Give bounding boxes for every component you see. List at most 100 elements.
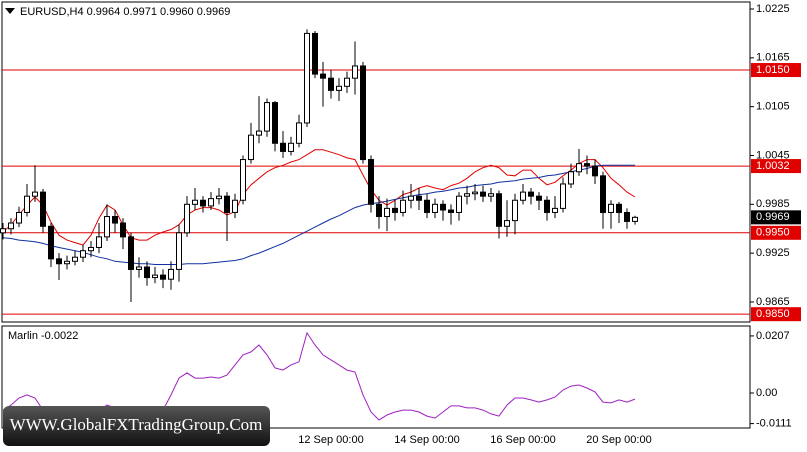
candle-body: [152, 274, 158, 279]
candle-body: [280, 142, 286, 152]
candle-body: [208, 198, 214, 207]
candle-body: [56, 258, 62, 265]
y-tick-label: 1.0105: [756, 101, 790, 113]
candle-body: [184, 203, 190, 234]
candle-body: [112, 216, 118, 224]
candle-body: [632, 216, 638, 222]
candle-body: [216, 195, 222, 200]
dropdown-icon[interactable]: [5, 8, 15, 14]
candle-body: [344, 77, 350, 87]
level-label: 1.0150: [756, 64, 790, 76]
candle-body: [96, 236, 102, 248]
candle-body: [40, 191, 46, 227]
level-label: 0.9950: [756, 227, 790, 239]
y-tick-label: 1.0225: [756, 3, 790, 15]
candle-body: [120, 222, 126, 238]
candle-body: [432, 203, 438, 213]
candle-body: [144, 266, 150, 279]
candle-body: [488, 193, 494, 197]
candle-body: [608, 203, 614, 213]
level-label: 1.0032: [756, 160, 790, 172]
level-label-box: [751, 63, 801, 78]
x-tick-label: 12 Sep 00:00: [298, 434, 363, 446]
candle-body: [528, 191, 534, 197]
level-label-box: [751, 307, 801, 322]
candle-body: [16, 211, 22, 224]
level-label: 0.9850: [756, 308, 790, 320]
price-label: 0.9969: [756, 211, 790, 223]
y-tick-label: 1.0045: [756, 149, 790, 161]
candle-body: [392, 207, 398, 213]
series-line: [2, 164, 635, 265]
candle-body: [296, 122, 302, 144]
candle-body: [464, 193, 470, 197]
y-tick-label: 0.9865: [756, 296, 790, 308]
candle-body: [536, 195, 542, 201]
candle-body: [232, 199, 238, 213]
candle-body: [8, 222, 14, 230]
candle-body: [560, 183, 566, 209]
x-tick-label: 20 Sep 00:00: [586, 434, 651, 446]
candle-body: [80, 250, 86, 258]
candle-body: [352, 65, 358, 79]
watermark: WWW.GlobalFXTradingGroup.Com: [3, 406, 270, 446]
candle-body: [616, 203, 622, 213]
candle-body: [416, 195, 422, 201]
level-label-box: [751, 225, 801, 240]
candle-body: [192, 199, 198, 205]
candle-body: [424, 199, 430, 213]
candle-body: [336, 85, 342, 91]
candle-body: [312, 32, 318, 75]
candle-body: [0, 228, 6, 234]
candle-body: [160, 274, 166, 280]
candle-body: [376, 203, 382, 218]
candle-body: [408, 195, 414, 201]
candle-body: [480, 191, 486, 197]
x-tick-label: 14 Sep 00:00: [394, 434, 459, 446]
candle-body: [520, 191, 526, 201]
candle-body: [288, 142, 294, 152]
y-tick-label: 0.00: [756, 387, 777, 399]
candle-body: [600, 175, 606, 213]
candle-body: [304, 32, 310, 124]
y-tick-label: 0.9985: [756, 198, 790, 210]
candle-body: [472, 191, 478, 195]
candle-body: [72, 256, 78, 262]
candle-body: [240, 159, 246, 201]
candle-body: [272, 102, 278, 144]
candle-body: [456, 195, 462, 213]
candle-body: [368, 159, 374, 205]
candle-body: [136, 266, 142, 270]
candle-body: [448, 209, 454, 213]
candle-body: [168, 268, 174, 280]
y-tick-label: 0.9925: [756, 247, 790, 259]
candle-body: [360, 65, 366, 161]
candle-body: [592, 165, 598, 177]
candle-body: [400, 199, 406, 213]
candle-body: [504, 220, 510, 227]
candle-body: [104, 216, 110, 238]
level-label-box: [751, 159, 801, 174]
candle-body: [64, 260, 70, 265]
candle-body: [512, 199, 518, 222]
indicator-pane-frame: [1, 325, 751, 429]
candle-body: [224, 195, 230, 213]
y-tick-label: 0.0207: [756, 330, 790, 342]
candle-body: [576, 163, 582, 173]
price-label-box: [751, 210, 801, 225]
candle-body: [328, 77, 334, 91]
main-pane-frame: [1, 1, 751, 323]
candle-body: [256, 130, 262, 136]
x-tick-label: 16 Sep 00:00: [490, 434, 555, 446]
candle-body: [88, 246, 94, 252]
watermark-box: [3, 406, 270, 446]
candle-body: [544, 199, 550, 213]
candle-body: [200, 199, 206, 207]
candle-body: [128, 236, 134, 270]
candle-body: [320, 73, 326, 79]
candle-body: [568, 171, 574, 185]
candle-body: [584, 163, 590, 167]
candle-body: [248, 134, 254, 161]
